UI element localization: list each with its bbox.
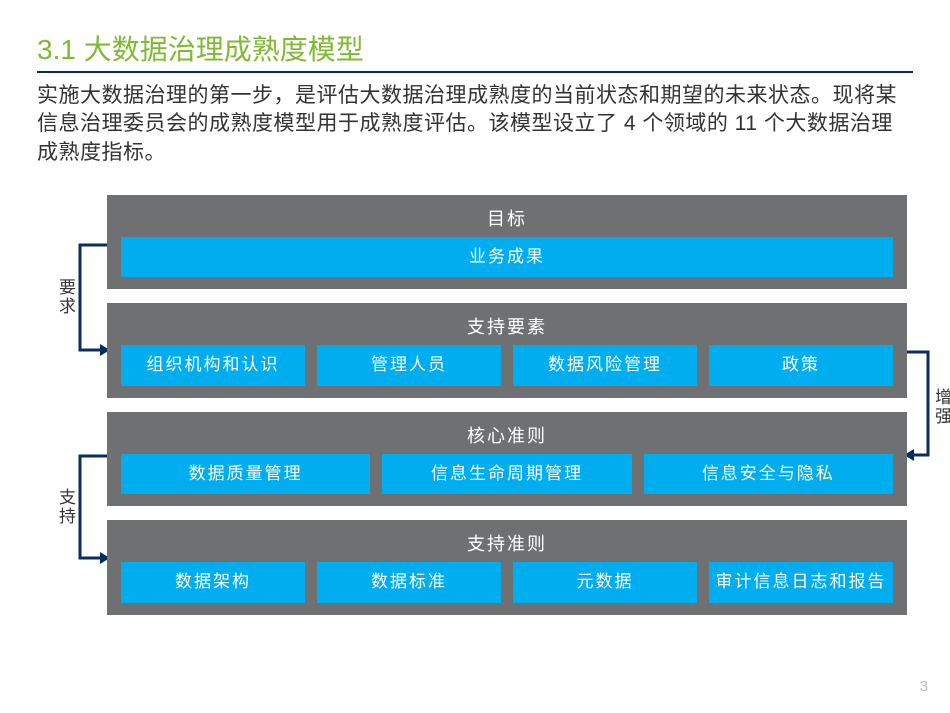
cell-std: 数据标准 <box>317 562 501 602</box>
cell-risk: 数据风险管理 <box>513 345 697 385</box>
cell-arch: 数据架构 <box>121 562 305 602</box>
section-goal: 目标 业务成果 <box>107 195 907 289</box>
cell-meta: 元数据 <box>513 562 697 602</box>
page-number: 3 <box>920 678 928 695</box>
cell-org: 组织机构和认识 <box>121 345 305 385</box>
cell-mgr: 管理人员 <box>317 345 501 385</box>
maturity-diagram: 目标 业务成果 支持要素 组织机构和认识 管理人员 数据风险管理 政策 核心准则… <box>107 195 907 615</box>
cell-audit: 审计信息日志和报告 <box>709 562 893 602</box>
section-title: 支持要素 <box>121 311 893 345</box>
cell-business-result: 业务成果 <box>121 237 893 277</box>
section-title: 支持准则 <box>121 528 893 562</box>
slide-title: 3.1 大数据治理成熟度模型 <box>37 28 364 68</box>
connector-label-require: 要求 <box>53 278 78 316</box>
connector-label-enhance: 增强 <box>929 388 950 426</box>
cell-quality: 数据质量管理 <box>121 454 370 494</box>
connector-label-support: 支持 <box>53 488 78 526</box>
intro-text: 实施大数据治理的第一步，是评估大数据治理成熟度的当前状态和期望的未来状态。现将某… <box>37 82 913 167</box>
cell-security: 信息安全与隐私 <box>644 454 893 494</box>
cell-lifecycle: 信息生命周期管理 <box>382 454 631 494</box>
title-rule <box>37 71 913 73</box>
section-title: 核心准则 <box>121 420 893 454</box>
section-core-rules: 核心准则 数据质量管理 信息生命周期管理 信息安全与隐私 <box>107 412 907 506</box>
section-support-rules: 支持准则 数据架构 数据标准 元数据 审计信息日志和报告 <box>107 520 907 614</box>
section-title: 目标 <box>121 203 893 237</box>
section-support-elements: 支持要素 组织机构和认识 管理人员 数据风险管理 政策 <box>107 303 907 397</box>
cell-policy: 政策 <box>709 345 893 385</box>
